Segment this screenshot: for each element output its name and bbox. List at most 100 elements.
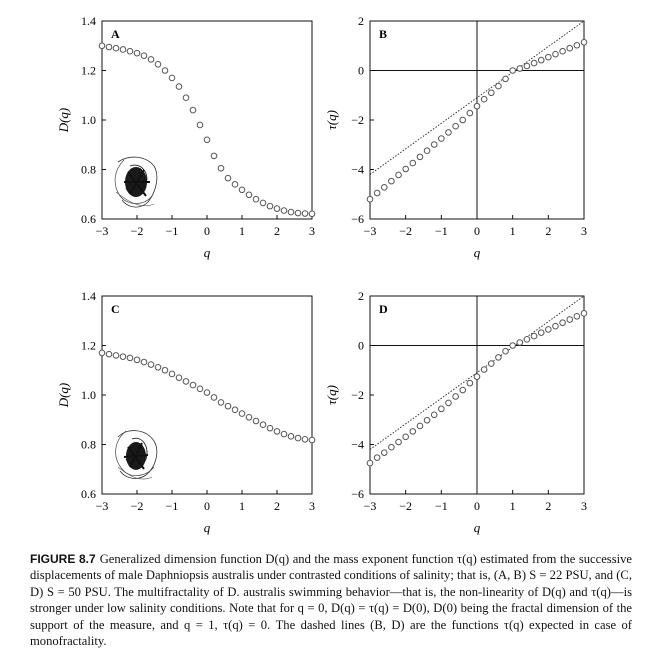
data-point-c <box>259 421 267 429</box>
x-axis-label-a: q <box>204 245 211 260</box>
data-point-d <box>502 347 509 355</box>
data-point-d <box>537 329 545 336</box>
data-point-c <box>273 428 281 435</box>
data-point-d <box>409 428 417 435</box>
x-tick-label-c: −2 <box>131 499 144 513</box>
y-tick-label-c: 0.8 <box>81 438 96 452</box>
data-point-c <box>203 389 211 396</box>
data-point-b <box>545 53 552 61</box>
data-point-a <box>217 164 225 172</box>
data-point-a <box>112 44 120 52</box>
data-point-b <box>459 116 467 124</box>
y-tick-label-d: −4 <box>351 438 364 452</box>
data-point-b <box>495 82 502 90</box>
data-point-c <box>98 349 106 357</box>
data-point-d <box>380 449 388 456</box>
data-point-a <box>231 181 239 188</box>
data-point-a <box>175 83 183 90</box>
data-point-b <box>502 75 509 83</box>
data-point-d <box>495 354 502 361</box>
data-point-d <box>545 326 552 333</box>
x-tick-label-b: −3 <box>364 224 377 238</box>
data-point-b <box>409 159 417 167</box>
data-point-d <box>388 443 395 451</box>
data-point-a <box>126 47 134 55</box>
x-tick-label-d: −3 <box>364 499 377 513</box>
panel-c: −3 −2 −1 0 1 2 3 0.6 0.8 1.0 1.2 1.4 q D(q) C <box>56 289 316 535</box>
x-tick-label-a: 3 <box>309 224 315 238</box>
data-point-d <box>487 360 495 367</box>
data-point-c <box>126 354 134 362</box>
data-point-d <box>523 336 531 343</box>
x-tick-label-b: −1 <box>435 224 448 238</box>
data-point-d <box>445 399 452 407</box>
monofractal-reference-line-d <box>369 295 585 450</box>
data-point-c <box>210 394 218 401</box>
data-point-c <box>140 358 148 366</box>
panel-label-d: D <box>379 302 388 316</box>
data-point-d <box>480 366 488 373</box>
swimming-track-sketch-c <box>115 430 158 480</box>
data-point-c <box>112 352 120 359</box>
data-point-d <box>402 433 409 441</box>
y-tick-label-a: 1.2 <box>81 64 96 78</box>
x-tick-label-b: 2 <box>545 224 551 238</box>
figure-8-7: −3 −2 −1 0 1 2 3 0.6 0.8 1.0 1.2 1.4 q D(q) A −3 −2 −1 0 1 2… <box>56 14 588 535</box>
y-tick-label-c: 0.6 <box>81 487 96 501</box>
x-axis-label-c: q <box>204 520 211 535</box>
data-point-c <box>224 402 232 410</box>
x-tick-label-c: −3 <box>96 499 109 513</box>
data-point-d <box>452 393 459 400</box>
data-point-d <box>509 342 516 349</box>
data-point-a <box>238 186 246 194</box>
y-tick-label-a: 1.0 <box>81 113 96 127</box>
data-point-a <box>119 46 127 53</box>
data-point-b <box>559 47 566 55</box>
data-point-d <box>573 312 581 320</box>
data-point-b <box>480 95 488 103</box>
data-point-b <box>566 44 574 52</box>
swimming-track-sketch-a <box>114 156 158 208</box>
panel-label-b: B <box>379 27 387 41</box>
data-point-a <box>147 56 155 63</box>
x-tick-label-a: 2 <box>274 224 280 238</box>
figure-caption: FIGURE 8.7 Generalized dimension function… <box>30 551 632 649</box>
x-tick-label-a: −3 <box>96 224 109 238</box>
x-tick-label-b: 0 <box>474 224 480 238</box>
caption-text: Generalized dimension function D(q) and … <box>30 552 632 649</box>
data-point-a <box>259 199 267 207</box>
y-tick-label-b: 2 <box>358 14 364 28</box>
data-point-b <box>366 195 374 203</box>
x-tick-label-b: −2 <box>399 224 412 238</box>
data-point-c <box>133 356 141 364</box>
data-point-c <box>231 406 239 414</box>
data-point-a <box>140 52 148 59</box>
data-point-d <box>516 339 524 346</box>
data-point-a <box>294 209 302 217</box>
data-point-b <box>580 38 588 46</box>
x-tick-label-a: 0 <box>204 224 210 238</box>
data-point-b <box>537 56 545 64</box>
y-tick-label-d: −2 <box>351 388 364 402</box>
data-point-c <box>175 374 183 381</box>
x-tick-label-c: 3 <box>309 499 315 513</box>
data-point-c <box>154 363 162 371</box>
y-axis-label-c: D(q) <box>56 383 71 409</box>
data-point-a <box>280 207 288 214</box>
data-point-c <box>147 361 155 368</box>
monofractal-reference-line-b <box>369 20 585 175</box>
y-tick-label-a: 1.4 <box>81 14 96 28</box>
data-point-c <box>189 381 197 389</box>
data-point-b <box>473 102 481 110</box>
data-point-a <box>273 205 281 212</box>
x-tick-label-d: 2 <box>545 499 551 513</box>
x-tick-label-c: −1 <box>166 499 179 513</box>
data-point-c <box>308 436 316 444</box>
panel-a: −3 −2 −1 0 1 2 3 0.6 0.8 1.0 1.2 1.4 q D(q) A <box>56 14 316 260</box>
data-point-d <box>530 332 538 340</box>
data-point-a <box>196 121 204 129</box>
x-tick-label-b: 1 <box>510 224 516 238</box>
y-axis-label-a: D(q) <box>56 108 71 134</box>
y-tick-label-d: 2 <box>358 289 364 303</box>
x-tick-label-c: 1 <box>239 499 245 513</box>
